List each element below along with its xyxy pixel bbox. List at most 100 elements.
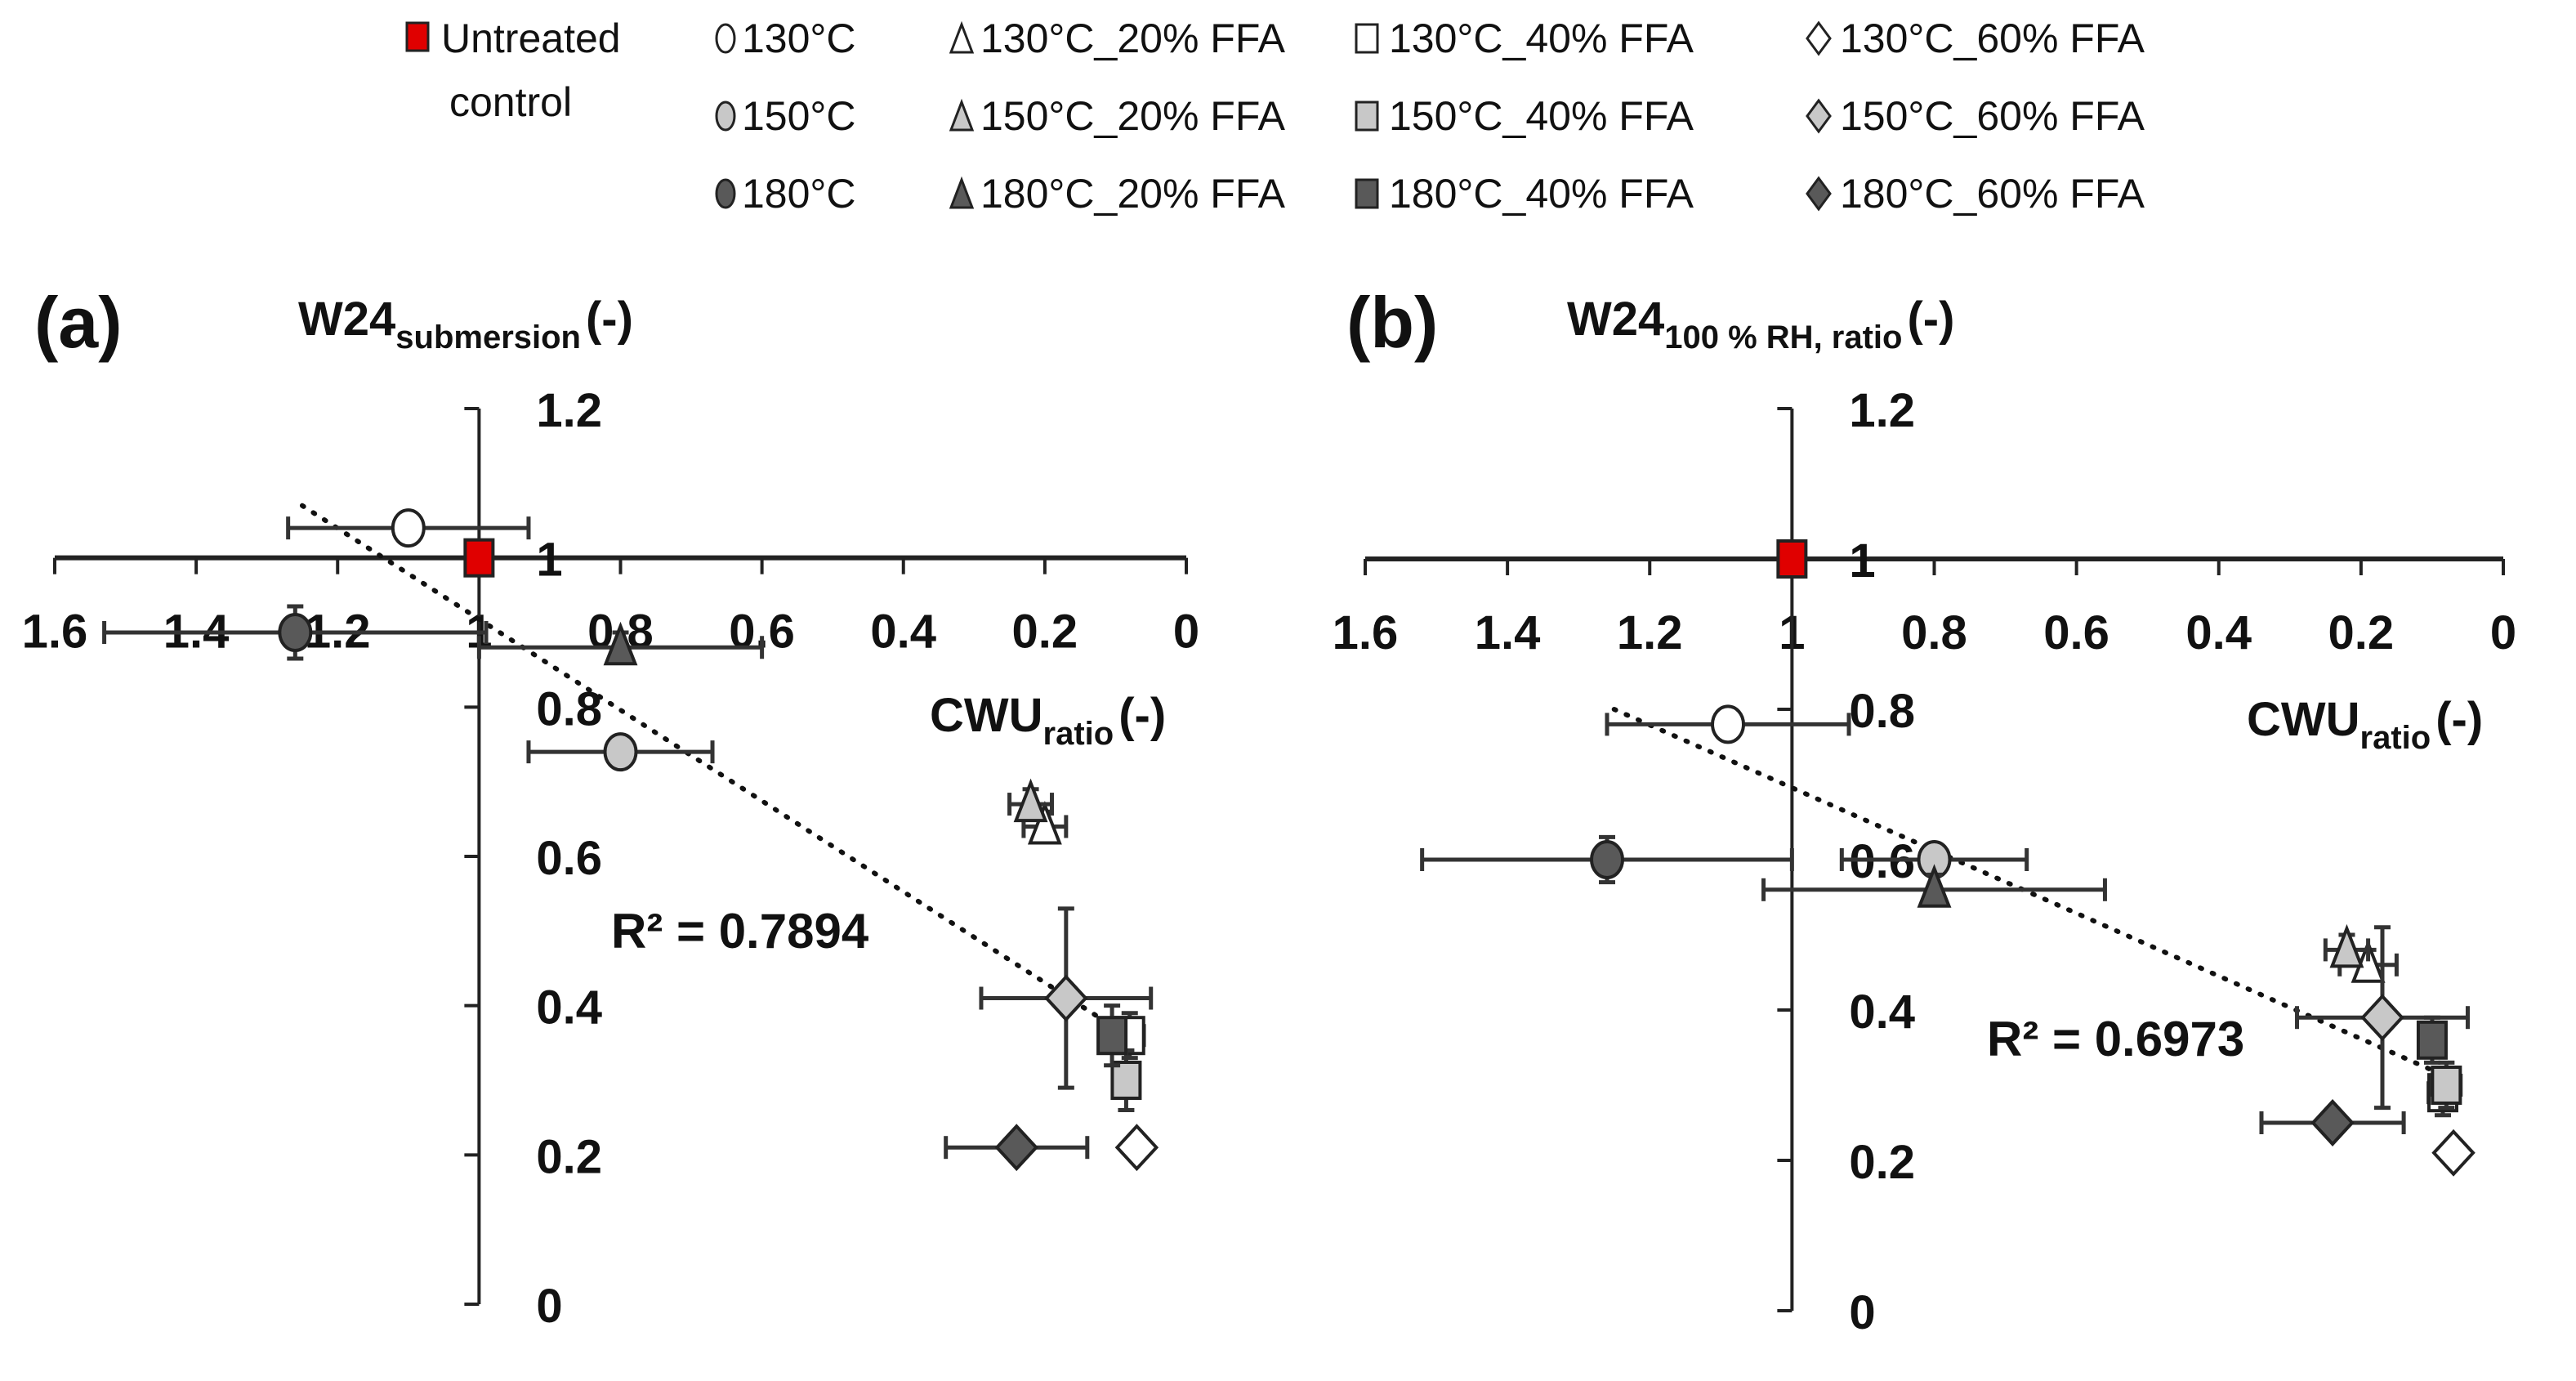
square-marker-icon xyxy=(463,538,495,578)
y-tick-label: 1.2 xyxy=(536,384,602,437)
panel-label: (b) xyxy=(1346,282,1438,363)
legend-item-180c-40ffa: 180°C_40% FFA xyxy=(1355,171,1694,217)
data-point xyxy=(2431,1128,2476,1177)
legend-label: 130°C_20% FFA xyxy=(980,16,1286,61)
data-point xyxy=(1096,1003,1128,1068)
x-tick-label: 0.6 xyxy=(2043,606,2109,659)
circle-marker-icon xyxy=(278,613,313,652)
x-tick-label: 0.4 xyxy=(2185,606,2252,659)
legend-label: 150°C_20% FFA xyxy=(980,93,1286,139)
dark-circle-icon xyxy=(715,178,736,209)
dark-triangle-icon xyxy=(949,176,975,209)
y-tick-label: 1 xyxy=(1849,534,1875,588)
data-point xyxy=(2416,1015,2448,1065)
white-triangle-icon xyxy=(949,20,975,54)
legend-label: Untreated xyxy=(441,16,621,61)
data-point xyxy=(979,906,1154,1090)
panel-label: (a) xyxy=(34,282,123,363)
y-tick-label: 0.8 xyxy=(1849,685,1915,738)
x-tick-label: 1.6 xyxy=(22,606,88,659)
diamond-marker-icon xyxy=(2310,1099,2355,1146)
x-tick-label: 1.4 xyxy=(1475,606,1541,659)
x-tick-label: 0.2 xyxy=(2328,606,2395,659)
r-squared-label: R² = 0.6973 xyxy=(1987,1012,2244,1066)
data-point xyxy=(1761,864,2107,908)
data-point xyxy=(2295,925,2470,1111)
triangle-marker-icon xyxy=(1027,800,1062,845)
gray-square-icon xyxy=(1355,101,1379,132)
data-point xyxy=(1114,1124,1159,1172)
circle-marker-icon xyxy=(1711,704,1746,744)
x-tick-label: 1.6 xyxy=(1333,606,1399,659)
x-axis-title: CWUratio (-) xyxy=(2247,693,2483,756)
legend-item-130c-40ffa: 130°C_40% FFA xyxy=(1355,16,1694,61)
red-square-icon xyxy=(405,21,430,52)
x-tick-label: 0 xyxy=(1173,606,1199,659)
white-circle-icon xyxy=(715,23,736,54)
white-square-icon xyxy=(1355,23,1379,54)
square-marker-icon xyxy=(1110,1061,1142,1100)
legend: Untreated control 130°C 150°C 180°C 130°… xyxy=(405,16,2145,217)
triangle-marker-icon xyxy=(603,621,638,666)
diamond-marker-icon xyxy=(1044,974,1088,1022)
r-squared-label: R² = 0.7894 xyxy=(611,904,869,959)
dark-diamond-icon xyxy=(1806,176,1832,212)
dark-square-icon xyxy=(1355,178,1379,209)
diamond-marker-icon xyxy=(994,1124,1038,1172)
circle-marker-icon xyxy=(1590,840,1625,879)
legend-item-150c-40ffa: 150°C_40% FFA xyxy=(1355,93,1694,139)
y-tick-label: 0.4 xyxy=(536,981,602,1035)
square-marker-icon xyxy=(2416,1020,2448,1060)
diamond-marker-icon xyxy=(2431,1128,2476,1177)
x-tick-label: 0.4 xyxy=(870,606,936,659)
legend-item-130c: 130°C xyxy=(715,16,856,61)
data-points xyxy=(102,508,1159,1172)
circle-marker-icon xyxy=(603,732,638,772)
y-tick-label: 0.8 xyxy=(536,682,602,735)
gray-circle-icon xyxy=(715,101,736,132)
triangle-marker-icon xyxy=(1013,778,1048,823)
data-point xyxy=(944,1124,1090,1172)
data-point xyxy=(526,732,715,772)
y-axis-title: W24100 % RH, ratio (-) xyxy=(1567,293,1954,355)
gray-diamond-icon xyxy=(1806,98,1832,134)
x-tick-label: 0 xyxy=(2490,606,2516,659)
diamond-marker-icon xyxy=(2360,994,2404,1042)
square-marker-icon xyxy=(2431,1066,2462,1105)
legend-label-line2: control xyxy=(449,79,572,125)
y-tick-label: 1.2 xyxy=(1849,384,1915,437)
square-marker-icon xyxy=(1776,539,1808,579)
trendline-dotted xyxy=(299,503,1118,1031)
legend-label: 180°C xyxy=(742,171,856,217)
triangle-marker-icon xyxy=(2329,923,2364,968)
data-point xyxy=(286,508,531,548)
x-tick-label: 0.8 xyxy=(1901,606,1967,659)
y-tick-label: 0 xyxy=(1849,1286,1875,1339)
data-point xyxy=(2430,1060,2463,1111)
legend-item-150c-20ffa: 150°C_20% FFA xyxy=(949,93,1286,139)
legend-item-150c-60ffa: 150°C_60% FFA xyxy=(1806,93,2145,139)
legend-item-150c: 150°C xyxy=(715,93,856,139)
circle-marker-icon xyxy=(391,508,426,548)
data-point xyxy=(476,621,765,666)
legend-label: 180°C_40% FFA xyxy=(1389,171,1694,217)
data-point xyxy=(1605,704,1851,744)
legend-label: 150°C xyxy=(742,93,856,139)
triangle-marker-icon xyxy=(1917,864,1952,908)
square-marker-icon xyxy=(1096,1016,1128,1056)
legend-item-180c-60ffa: 180°C_60% FFA xyxy=(1806,171,2145,217)
legend-label: 150°C_60% FFA xyxy=(1840,93,2145,139)
white-diamond-icon xyxy=(1806,20,1832,56)
legend-label: 150°C_40% FFA xyxy=(1389,93,1694,139)
legend-label: 130°C_40% FFA xyxy=(1389,16,1694,61)
data-points xyxy=(1420,539,2476,1177)
data-point xyxy=(2323,923,2371,968)
x-tick-label: 1.2 xyxy=(1617,606,1683,659)
x-tick-label: 0.2 xyxy=(1012,606,1078,659)
y-tick-label: 1 xyxy=(536,534,562,587)
diamond-marker-icon xyxy=(1114,1124,1159,1172)
